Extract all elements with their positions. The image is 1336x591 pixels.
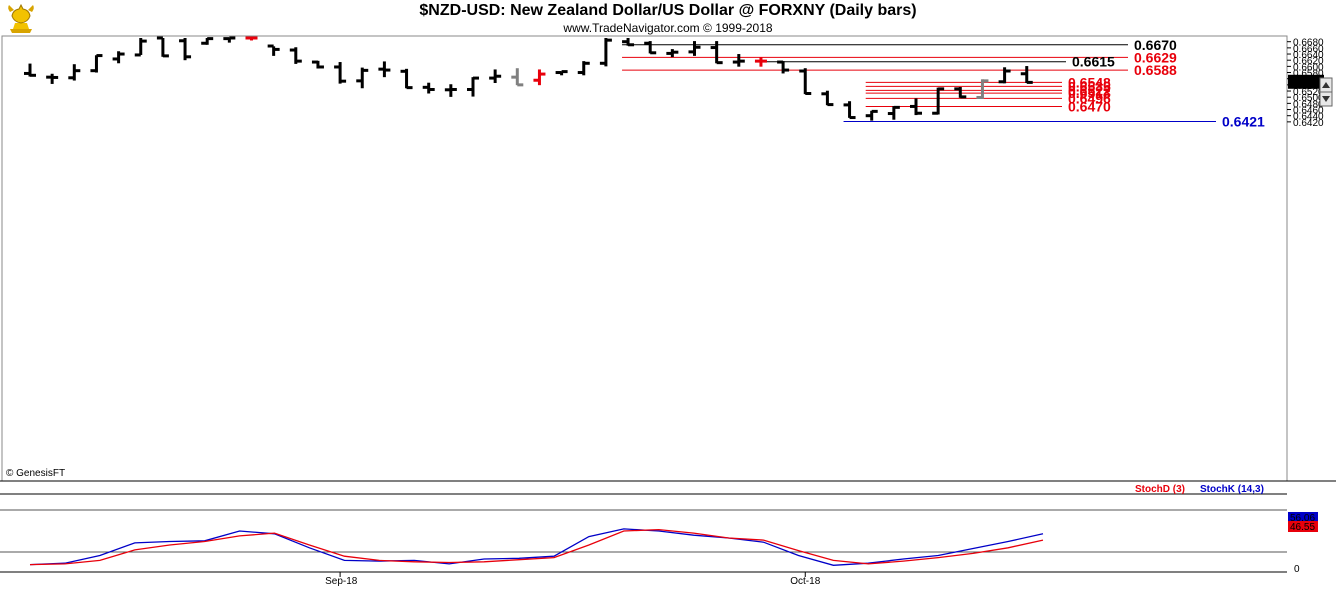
ohlc-bar [444,84,457,97]
ohlc-bar [732,54,745,67]
ohlc-bar [201,37,214,45]
chart-header: $NZD-USD: New Zealand Dollar/US Dollar @… [0,0,1336,36]
level-label: 0.6670 [1134,37,1177,53]
chart-title: $NZD-USD: New Zealand Dollar/US Dollar @… [419,2,917,19]
y-tick-label: 0.6600 [1293,62,1324,73]
ohlc-bar [489,69,502,84]
ohlc-bar [245,36,258,41]
y-tick-label: 0.6580 [1293,69,1324,80]
level-label: 0.6496 [1068,90,1111,106]
ohlc-bar [865,109,878,121]
scroll-up-arrow-icon [1322,82,1330,88]
y-tick-label: 0.6460 [1293,106,1324,117]
ohlc-bar [533,69,546,86]
ohlc-bar [577,61,590,76]
ohlc-bar [334,62,347,84]
ohlc-bar [932,87,945,115]
level-label: 0.6513 [1068,85,1111,101]
ohlc-bar [134,38,147,57]
ohlc-bar [777,60,790,74]
last-price-label: 0.6550 [1291,78,1322,89]
level-label: 0.6470 [1068,98,1111,114]
ohlc-bar [46,73,59,84]
stochd-line [29,528,1044,566]
ohlc-bar [688,41,701,56]
ohlc-bar [378,61,391,78]
x-tick-label: Sep-18 [325,576,358,587]
ohlc-bar [400,68,413,90]
ohlc-bar [223,36,236,43]
chart-frame [0,35,1336,573]
ohlc-bar [112,51,125,64]
y-tick-label: 0.6500 [1293,93,1324,104]
bull-trophy-icon [4,2,38,34]
level-label: 0.6588 [1134,62,1177,78]
stochd-value-badge [1288,521,1318,532]
ohlc-bar [467,76,479,97]
stochd-value-label: 46.55 [1290,522,1315,533]
ohlc-bar [179,38,192,61]
legend-stochd: StochD (3) [1135,484,1185,495]
y-tick-label: 0.6680 [1293,38,1324,49]
ohlc-bar [90,54,103,73]
ohlc-bar [599,38,612,67]
ohlc-bar [267,44,280,56]
y-tick-label: 0.6420 [1293,118,1324,129]
ohlc-bar [422,82,435,94]
ohlc-bar [666,49,679,58]
ohlc-bar [799,68,812,95]
ohlc-bar [68,64,81,81]
ohlc-bar [156,36,169,58]
y-tick-label: 0.6520 [1293,87,1324,98]
level-label: 0.6548 [1068,74,1111,90]
stochk-line [29,528,1044,566]
level-label: 0.6421 [1222,114,1265,130]
ohlc-bar [754,57,767,67]
copyright-notice: © GenesisFT [6,468,66,479]
y-tick-label: 0.6640 [1293,50,1324,61]
ohlc-bars [24,36,1033,121]
ohlc-bar [622,38,635,47]
ohlc-bar [1020,66,1033,84]
x-tick-label: Oct-18 [790,576,820,587]
stochk-value-label: 56.06 [1290,513,1315,524]
chart-subtitle: www.TradeNavigator.com © 1999-2018 [563,21,773,35]
scroll-down-arrow-icon [1322,96,1330,102]
legend-stochk: StochK (14,3) [1200,484,1264,495]
y-tick-label: 0.6440 [1293,112,1324,123]
ohlc-bar [843,101,856,120]
ohlc-bar [24,63,36,77]
ohlc-bar [910,98,922,116]
ohlc-bar [954,87,967,99]
ohlc-bar [311,60,324,69]
ohlc-bar [887,105,900,120]
level-label: 0.6522 [1068,82,1111,98]
y-tick-label: 0.6620 [1293,56,1324,67]
ohlc-bar [289,47,302,64]
level-label: 0.6629 [1134,49,1177,65]
y-tick-label: 0.6480 [1293,99,1324,110]
ohlc-bar [710,41,723,65]
stochk-value-badge [1288,512,1318,523]
stoch-y-tick-label: 0 [1294,564,1300,575]
price-axis: 0.64200.64400.64600.64800.65000.65200.65… [325,38,1333,587]
ohlc-bar [555,70,568,76]
last-price-badge [1288,74,1324,89]
ohlc-bar [644,41,657,55]
ohlc-bar [821,90,834,107]
level-label: 0.6535 [1068,78,1111,94]
ohlc-bar [356,67,369,89]
ohlc-bar [976,79,989,100]
ohlc-bar [998,67,1011,84]
ohlc-bar [511,68,524,87]
y-tick-label: 0.6660 [1293,44,1324,55]
level-label: 0.6615 [1072,54,1115,70]
